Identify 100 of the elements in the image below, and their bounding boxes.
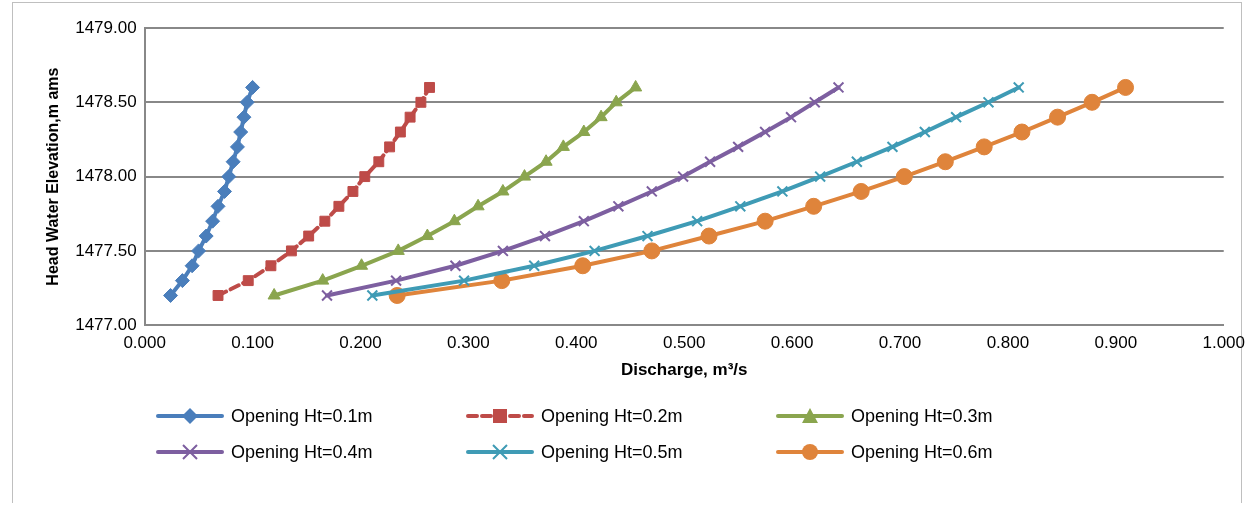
point [556,139,570,151]
y-tick-label: 1478.00 [75,166,137,186]
legend-label: Opening Ht=0.1m [231,405,373,427]
point [242,275,254,287]
x-tick-label: 1.000 [1202,333,1245,353]
point [594,109,608,122]
point [212,290,224,301]
point [776,185,789,198]
legend-label: Opening Ht=0.5m [541,441,683,463]
point [677,170,690,183]
y-axis-title: Head Water Elevation,m ams [44,67,62,286]
point [1117,78,1135,96]
point [174,273,190,289]
point [704,155,717,168]
x-tick-label: 0.800 [986,333,1030,353]
point [391,243,405,255]
point [852,182,870,200]
point [1083,93,1101,111]
x-tick-label: 0.900 [1094,333,1138,353]
x-tick-label: 0.100 [231,333,274,353]
point [982,96,995,109]
point [496,183,510,196]
point [936,153,954,171]
point [756,212,774,230]
point [319,215,331,227]
point [612,200,625,213]
point [285,245,297,257]
point [574,257,592,275]
point [734,200,747,213]
point [850,155,863,168]
point [808,96,821,109]
point [577,215,590,228]
point [577,124,591,137]
legend-label: Opening Ht=0.2m [541,405,683,427]
point [895,168,913,186]
point [539,154,553,166]
y-tick-label: 1477.50 [75,240,137,260]
point [496,244,509,257]
point [700,227,718,245]
point [1049,108,1067,126]
x-tick-label: 0.200 [339,333,382,353]
point [390,274,403,287]
point [210,198,226,214]
point [415,96,427,108]
point [886,140,899,153]
point [588,244,601,257]
point [265,260,277,272]
point [163,287,179,303]
y-tick-label: 1479.00 [75,17,137,37]
x-tick-label: 0.000 [123,333,166,353]
point [950,111,963,124]
point [458,274,471,287]
point [303,230,315,242]
y-tick-label: 1478.50 [75,91,137,111]
point [229,139,245,155]
point [918,126,931,138]
point [217,183,232,199]
point [347,186,359,197]
point [321,289,333,302]
point [1012,81,1025,94]
point [384,141,396,153]
point [184,258,200,274]
point [732,140,745,153]
point [359,171,371,183]
point [333,200,345,212]
point [366,289,379,302]
point [975,138,993,156]
point [404,111,416,123]
point [424,81,435,93]
legend-label: Opening Ht=0.3m [851,405,993,427]
point [449,259,462,272]
point [645,185,658,198]
point [191,243,207,259]
point [316,273,330,285]
legend-label: Opening Ht=0.6m [851,441,993,463]
point [447,213,461,226]
point [691,215,704,228]
point [805,197,823,215]
point [641,230,654,242]
point [629,79,643,92]
legend-label: Opening Ht=0.4m [231,441,373,463]
point [267,287,281,300]
point [517,169,532,181]
point [539,230,551,242]
point [528,259,541,272]
point [245,79,261,95]
point [785,111,797,124]
point [233,124,249,140]
x-tick-label: 0.700 [878,333,922,353]
point [239,94,255,110]
point [394,126,406,138]
point [471,198,485,211]
point [221,169,237,185]
x-tick-label: 0.400 [555,333,598,353]
point [832,81,845,94]
x-tick-label: 0.500 [662,333,706,353]
point [493,272,511,290]
point [609,94,623,107]
point [373,156,385,168]
point [1013,123,1031,141]
